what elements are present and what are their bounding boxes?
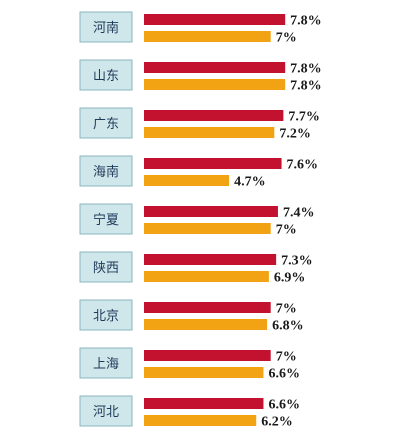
bar-red	[144, 158, 282, 169]
province-label: 北京	[93, 309, 119, 324]
chart-rows: 河南 7.8% 7% 山东 7.8% 7.8% 广东 7.7% 7.2% 海南 7.6% 4.7% 宁夏…	[79, 11, 322, 430]
province-label: 河北	[93, 405, 119, 420]
value-label: 4.7%	[234, 175, 266, 190]
bar-orange	[144, 79, 286, 90]
bar-red	[144, 398, 264, 409]
value-label: 7.6%	[287, 158, 319, 173]
province-label-box	[79, 299, 133, 331]
province-label-box	[79, 11, 133, 43]
province-label-box	[79, 395, 133, 427]
value-label: 7%	[276, 31, 297, 46]
bar-orange	[144, 175, 230, 186]
bar-orange	[144, 271, 269, 282]
value-label: 6.2%	[261, 415, 293, 430]
bar-orange	[144, 415, 257, 426]
province-label-box	[79, 203, 133, 235]
province-label: 广东	[93, 117, 119, 132]
province-label-box	[79, 59, 133, 91]
value-label: 7.8%	[290, 79, 322, 94]
province-label: 宁夏	[93, 212, 119, 228]
bar-orange	[144, 31, 271, 42]
value-label: 6.9%	[274, 271, 306, 286]
bar-red	[144, 14, 286, 25]
bar-red	[144, 62, 286, 73]
province-label-box	[79, 347, 133, 379]
value-label: 7.8%	[290, 62, 322, 77]
value-label: 7.3%	[281, 254, 313, 269]
value-label: 7.7%	[288, 110, 320, 125]
province-label: 上海	[93, 357, 119, 372]
value-label: 6.6%	[268, 398, 300, 413]
province-label-box	[79, 155, 133, 187]
province-label: 山东	[93, 69, 119, 84]
bar-red	[144, 350, 271, 361]
bar-red	[144, 254, 277, 265]
bar-orange	[144, 367, 264, 378]
value-label: 7.4%	[283, 206, 315, 221]
value-label: 7%	[276, 302, 297, 317]
bar-orange	[144, 127, 275, 138]
bar-red	[144, 302, 271, 313]
province-label: 河南	[93, 20, 119, 36]
value-label: 7%	[276, 350, 297, 365]
bar-red	[144, 206, 278, 217]
value-label: 7.8%	[290, 14, 322, 29]
province-label-box	[79, 251, 133, 283]
value-label: 7.2%	[279, 127, 311, 142]
value-label: 6.6%	[268, 367, 300, 382]
province-label: 海南	[93, 164, 119, 180]
value-label: 6.8%	[272, 319, 304, 334]
bar-red	[144, 110, 284, 121]
value-label: 7%	[276, 223, 297, 238]
province-label: 陕西	[93, 261, 119, 276]
province-label-box	[79, 107, 133, 139]
bar-orange	[144, 319, 268, 330]
bar-orange	[144, 223, 271, 234]
